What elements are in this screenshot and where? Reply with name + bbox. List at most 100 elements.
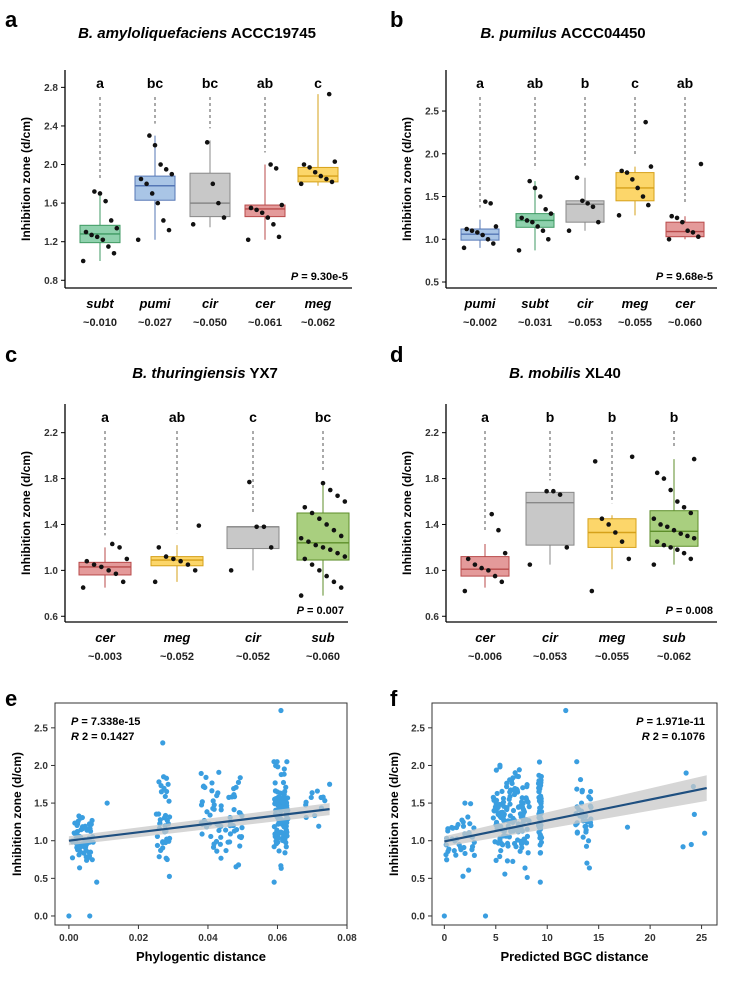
data-point — [213, 838, 220, 845]
data-point — [538, 194, 543, 199]
data-point — [164, 836, 170, 842]
data-point — [479, 565, 484, 571]
data-point — [283, 784, 289, 790]
data-point — [491, 241, 496, 246]
data-point — [459, 817, 465, 823]
box-cer: ab cer ~0.060 — [665, 75, 705, 329]
data-point — [513, 844, 519, 850]
y-tick-label: 0.8 — [44, 276, 58, 287]
x-tick-label: 25 — [696, 933, 708, 944]
y-tick-label: 0.5 — [34, 874, 48, 885]
category-label: cer — [675, 296, 695, 311]
data-point — [254, 524, 259, 530]
data-point — [658, 522, 663, 527]
data-point — [166, 227, 172, 233]
data-point — [309, 790, 315, 796]
y-tick-label: 1.0 — [411, 836, 425, 847]
data-point — [158, 789, 165, 795]
data-point — [309, 510, 315, 516]
data-point — [460, 823, 467, 829]
data-point — [169, 171, 175, 177]
title-strain: ACCC04450 — [557, 25, 646, 42]
category-label: meg — [599, 630, 626, 645]
data-point — [544, 488, 549, 494]
data-point — [284, 833, 290, 839]
x-tick-label: 20 — [645, 933, 657, 944]
p-value: P = 0.007 — [297, 605, 344, 617]
data-point — [564, 545, 570, 550]
box-body — [460, 556, 510, 577]
data-point — [208, 833, 214, 840]
y-axis-title: Inhibition zone (d/cm) — [400, 451, 414, 575]
data-point — [106, 568, 111, 573]
category-label: cer — [95, 630, 115, 645]
data-point — [472, 562, 478, 567]
data-point — [585, 201, 590, 206]
y-tick-label: 0.5 — [411, 874, 425, 885]
data-point — [237, 775, 243, 781]
data-point — [86, 853, 92, 859]
data-point — [163, 788, 170, 795]
p-number: = 0.007 — [304, 605, 344, 617]
category-label: cer — [255, 296, 275, 311]
category-label: sub — [311, 630, 334, 645]
significance-letter: a — [101, 409, 109, 425]
data-point — [525, 850, 531, 856]
data-point — [335, 550, 340, 556]
distance-label: ~0.062 — [301, 317, 335, 329]
box-cir: c cir ~0.052 — [226, 409, 280, 663]
data-point — [535, 224, 540, 229]
data-point — [322, 798, 328, 804]
data-point — [496, 527, 501, 533]
data-point — [284, 820, 290, 826]
data-point — [308, 794, 314, 801]
data-point — [548, 211, 554, 216]
data-point — [536, 772, 542, 778]
data-point — [237, 843, 243, 849]
p-value: P = 0.008 — [666, 605, 713, 617]
x-tick-label: 0.04 — [198, 933, 218, 944]
data-point — [281, 804, 287, 810]
box-cir: bc cir ~0.050 — [189, 75, 231, 329]
data-point — [209, 788, 215, 794]
category-label: sub — [662, 630, 685, 645]
data-point — [314, 788, 320, 794]
data-point — [204, 809, 210, 815]
distance-label: ~0.010 — [83, 317, 117, 329]
data-point — [324, 176, 329, 182]
data-point — [589, 588, 595, 594]
data-point — [543, 207, 548, 212]
x-tick-label: 0 — [442, 933, 448, 944]
data-point — [278, 865, 284, 871]
box-body — [150, 556, 204, 567]
title-strain: ACCC19745 — [227, 25, 316, 42]
y-tick-label: 0.6 — [425, 612, 439, 623]
category-label: subt — [86, 296, 114, 311]
data-point — [335, 493, 340, 499]
data-point — [79, 824, 86, 830]
data-point — [626, 556, 632, 562]
data-point — [165, 781, 171, 787]
data-point — [309, 562, 315, 567]
box-cer: a cer ~0.003 — [78, 409, 132, 663]
data-point — [196, 523, 202, 528]
y-axis-title: Inhibition zone (d/cm) — [10, 752, 24, 876]
data-point — [471, 852, 477, 858]
x-tick-label: 15 — [593, 933, 605, 944]
box-cir: b cir ~0.053 — [565, 75, 605, 329]
data-point — [225, 839, 231, 845]
category-label: meg — [305, 296, 332, 311]
title-strain: XL40 — [581, 365, 621, 382]
data-point — [283, 840, 289, 846]
chart-title: B. thuringiensis YX7 — [132, 365, 278, 382]
stat-p-value: P = 1.971e-11 — [636, 716, 705, 728]
data-point — [280, 831, 286, 837]
data-point — [491, 808, 497, 814]
y-tick-label: 2.8 — [44, 83, 58, 94]
data-point — [630, 177, 635, 182]
data-point — [216, 769, 222, 775]
data-point — [69, 855, 76, 861]
stat-r-squared: R 2 = 0.1076 — [642, 731, 705, 743]
box-body — [189, 172, 231, 218]
data-point — [502, 871, 508, 877]
